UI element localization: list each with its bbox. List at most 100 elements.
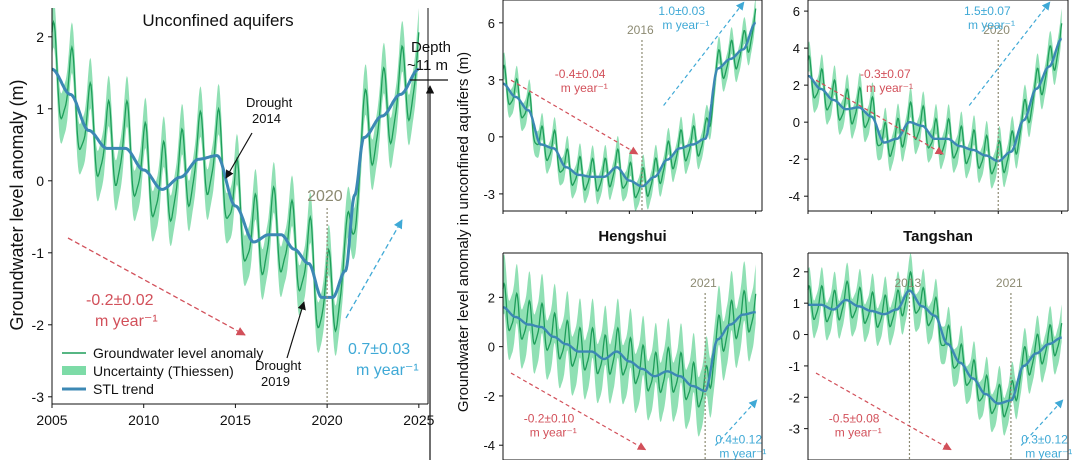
stl-trend-line bbox=[808, 289, 1062, 405]
recovery-rate: 0.3±0.12 bbox=[1021, 432, 1068, 446]
decline-rate: -0.5±0.08 bbox=[829, 412, 880, 426]
recovery-arrow bbox=[968, 1, 1051, 106]
decline-rate: -0.4±0.04 bbox=[555, 67, 606, 81]
stl-trend-line bbox=[807, 37, 1062, 163]
shared-y-axis-label: Groundwater level anomaly in unconfined … bbox=[455, 52, 472, 412]
recovery-unit: m year⁻¹ bbox=[1025, 446, 1072, 460]
uncertainty-band bbox=[808, 253, 1062, 436]
decline-unit: m year⁻¹ bbox=[95, 313, 158, 330]
y-tick-label: 0 bbox=[488, 130, 495, 145]
drought-arrow bbox=[286, 301, 306, 359]
panel-title: Tangshan bbox=[903, 228, 973, 245]
x-tick-label: 2005 bbox=[36, 412, 67, 428]
legend: Groundwater level anomaly Uncertainty (Th… bbox=[62, 345, 263, 397]
reference-year-label: 2016 bbox=[627, 23, 654, 37]
legend-label: Groundwater level anomaly bbox=[93, 345, 263, 361]
depth-value: ~11 m bbox=[407, 57, 448, 74]
stl-trend-line bbox=[51, 67, 420, 299]
recovery-rate: 0.4±0.12 bbox=[715, 432, 762, 446]
decline-rate: -0.2±0.02 bbox=[86, 292, 154, 309]
y-tick-label: 2 bbox=[793, 265, 800, 280]
y-tick-label: -1 bbox=[32, 245, 45, 261]
decline-unit: m year⁻¹ bbox=[835, 426, 882, 440]
recovery-unit: m year⁻¹ bbox=[356, 362, 419, 379]
y-tick-label: -4 bbox=[788, 189, 800, 204]
stl-trend-line bbox=[502, 21, 756, 188]
y-tick-label: 0 bbox=[488, 340, 495, 355]
recovery-rate: 1.5±0.07 bbox=[964, 4, 1011, 18]
decline-unit: m year⁻¹ bbox=[866, 81, 913, 95]
y-tick-label: -4 bbox=[483, 438, 495, 453]
y-tick-label: -2 bbox=[32, 317, 45, 333]
recovery-arrow bbox=[663, 1, 745, 106]
x-tick-label: 2020 bbox=[312, 412, 343, 428]
recovery-arrow bbox=[1020, 399, 1064, 446]
y-tick-label: -2 bbox=[788, 152, 800, 167]
y-tick-label: 0 bbox=[793, 328, 800, 343]
y-tick-label: -3 bbox=[32, 389, 45, 405]
recovery-rate: 1.0±0.03 bbox=[658, 4, 705, 18]
decline-arrow bbox=[510, 372, 647, 451]
y-tick-label: 0 bbox=[793, 115, 800, 130]
y-tick-label: 2 bbox=[36, 29, 44, 45]
anomaly-line bbox=[502, 282, 757, 408]
decline-arrow bbox=[67, 237, 246, 336]
y-tick-label: -2 bbox=[788, 390, 800, 405]
y-tick-label: 6 bbox=[488, 16, 495, 31]
recovery-unit: m year⁻¹ bbox=[662, 18, 709, 32]
y-tick-label: 2 bbox=[793, 78, 800, 93]
y-tick-label: 3 bbox=[488, 73, 495, 88]
recovery-arrow bbox=[345, 219, 403, 319]
reference-year-label: 2020 bbox=[307, 188, 343, 205]
anomaly-line bbox=[807, 23, 1063, 175]
decline-arrow bbox=[510, 79, 639, 155]
legend-label: Uncertainty (Thiessen) bbox=[93, 363, 234, 379]
decline-unit: m year⁻¹ bbox=[530, 426, 577, 440]
y-tick-label: 4 bbox=[793, 41, 800, 56]
reference-year-label: 2013 bbox=[894, 276, 921, 290]
depth-label: Depth bbox=[411, 39, 451, 56]
reference-year-label: 2021 bbox=[690, 276, 717, 290]
reference-year-label: 2020 bbox=[983, 23, 1010, 37]
recovery-arrow bbox=[714, 399, 758, 446]
drought-arrow bbox=[225, 132, 253, 179]
x-tick-label: 2025 bbox=[403, 412, 434, 428]
y-tick-label: 6 bbox=[793, 4, 800, 19]
panel-main: 2020 -3 -2 -1 0 1 2 2005 2010 2015 2020 2025 Unconfi… bbox=[7, 8, 451, 460]
legend-label: STL trend bbox=[93, 381, 154, 397]
panel-title: Hengshui bbox=[598, 228, 666, 245]
y-tick-label: 0 bbox=[36, 173, 44, 189]
panel-title: Unconfined aquifers bbox=[142, 11, 293, 30]
y-tick-label: -1 bbox=[788, 359, 800, 374]
x-tick-label: 2010 bbox=[128, 412, 159, 428]
y-tick-label: 2 bbox=[488, 290, 495, 305]
y-tick-label: -2 bbox=[483, 389, 495, 404]
anomaly-line bbox=[807, 270, 1063, 418]
recovery-unit: m year⁻¹ bbox=[719, 446, 766, 460]
decline-rate: -0.2±0.10 bbox=[524, 412, 575, 426]
legend-swatch-band bbox=[62, 366, 86, 375]
decline-arrow bbox=[815, 79, 944, 155]
drought-label: Drought bbox=[255, 358, 302, 373]
y-tick-label: -3 bbox=[788, 422, 800, 437]
decline-rate: -0.3±0.07 bbox=[860, 67, 911, 81]
stl-trend-line bbox=[502, 306, 756, 393]
recovery-rate: 0.7±0.03 bbox=[348, 341, 410, 358]
y-tick-label: -3 bbox=[483, 187, 495, 202]
decline-unit: m year⁻¹ bbox=[561, 81, 608, 95]
x-tick-label: 2015 bbox=[220, 412, 251, 428]
y-tick-label: 1 bbox=[36, 101, 44, 117]
y-axis-label: Groundwater level anomaly (m) bbox=[7, 79, 27, 330]
anomaly-line bbox=[51, 19, 420, 333]
drought-year: 2019 bbox=[261, 374, 290, 389]
uncertainty-band bbox=[503, 0, 756, 211]
drought-label: Drought bbox=[246, 95, 293, 110]
reference-year-label: 2021 bbox=[996, 276, 1023, 290]
y-tick-label: 1 bbox=[793, 296, 800, 311]
recovery-unit: m year⁻¹ bbox=[968, 18, 1015, 32]
